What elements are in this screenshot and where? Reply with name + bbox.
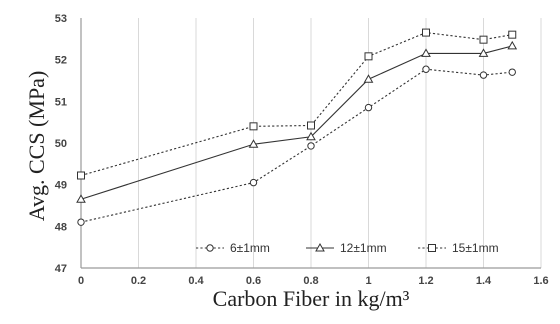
data-point — [306, 131, 316, 141]
x-tick-label: 0.8 — [303, 275, 318, 287]
y-tick-label: 48 — [55, 221, 67, 233]
data-point — [479, 35, 488, 44]
series-line — [80, 45, 513, 200]
data-point — [422, 28, 430, 37]
data-point — [249, 122, 258, 131]
series-2 — [77, 28, 517, 180]
legend-marker — [206, 244, 214, 252]
y-tick-label: 53 — [55, 13, 67, 25]
data-point — [307, 142, 315, 150]
axes — [80, 18, 541, 269]
data-point — [249, 178, 258, 187]
y-tick-label: 52 — [55, 55, 67, 67]
data-point — [76, 194, 86, 203]
series-group — [76, 28, 518, 226]
y-axis-title: Avg. CCS (MPa) — [24, 71, 49, 222]
series-line — [80, 68, 513, 223]
legend: 6±1mm 12±1mm 15±1mm — [196, 241, 499, 255]
x-tick-label: 1.2 — [418, 275, 433, 287]
data-point — [478, 48, 489, 57]
data-point — [479, 71, 488, 79]
x-tick-label: 1.4 — [476, 275, 492, 287]
x-tick-label: 0 — [78, 275, 84, 287]
data-point — [422, 65, 430, 73]
y-tick-label: 47 — [55, 263, 67, 275]
legend-label: 6±1mm — [230, 241, 270, 255]
x-axis-title: Carbon Fiber in kg/m³ — [213, 286, 410, 311]
series-line — [80, 32, 513, 177]
data-point — [421, 48, 431, 57]
data-point — [307, 121, 315, 130]
x-tick-labels: 0 0.2 0.4 0.6 0.8 1 1.2 1.4 1.6 — [78, 275, 549, 287]
data-point — [77, 218, 85, 226]
legend-label: 15±1mm — [452, 241, 499, 255]
x-tick-label: 0.4 — [188, 275, 204, 287]
x-tick-label: 0.6 — [246, 275, 261, 287]
x-tick-label: 0.2 — [131, 275, 146, 287]
legend-marker — [428, 244, 436, 252]
data-point — [363, 74, 374, 83]
x-tick-label: 1 — [365, 275, 371, 287]
data-point — [364, 52, 373, 61]
x-tick-label: 1.6 — [533, 275, 548, 287]
data-point — [364, 103, 373, 112]
y-tick-labels: 47 48 49 50 51 52 53 — [55, 13, 67, 275]
series-1 — [76, 40, 518, 203]
data-point — [508, 68, 516, 76]
series-0 — [77, 65, 516, 226]
legend-label: 12±1mm — [340, 241, 387, 255]
data-point — [248, 139, 259, 148]
y-tick-label: 50 — [55, 138, 67, 150]
legend-marker — [315, 242, 325, 252]
data-point — [507, 40, 518, 50]
data-point — [77, 171, 85, 180]
y-tick-label: 51 — [55, 96, 67, 108]
data-point — [508, 30, 517, 39]
y-tick-label: 49 — [55, 180, 67, 192]
